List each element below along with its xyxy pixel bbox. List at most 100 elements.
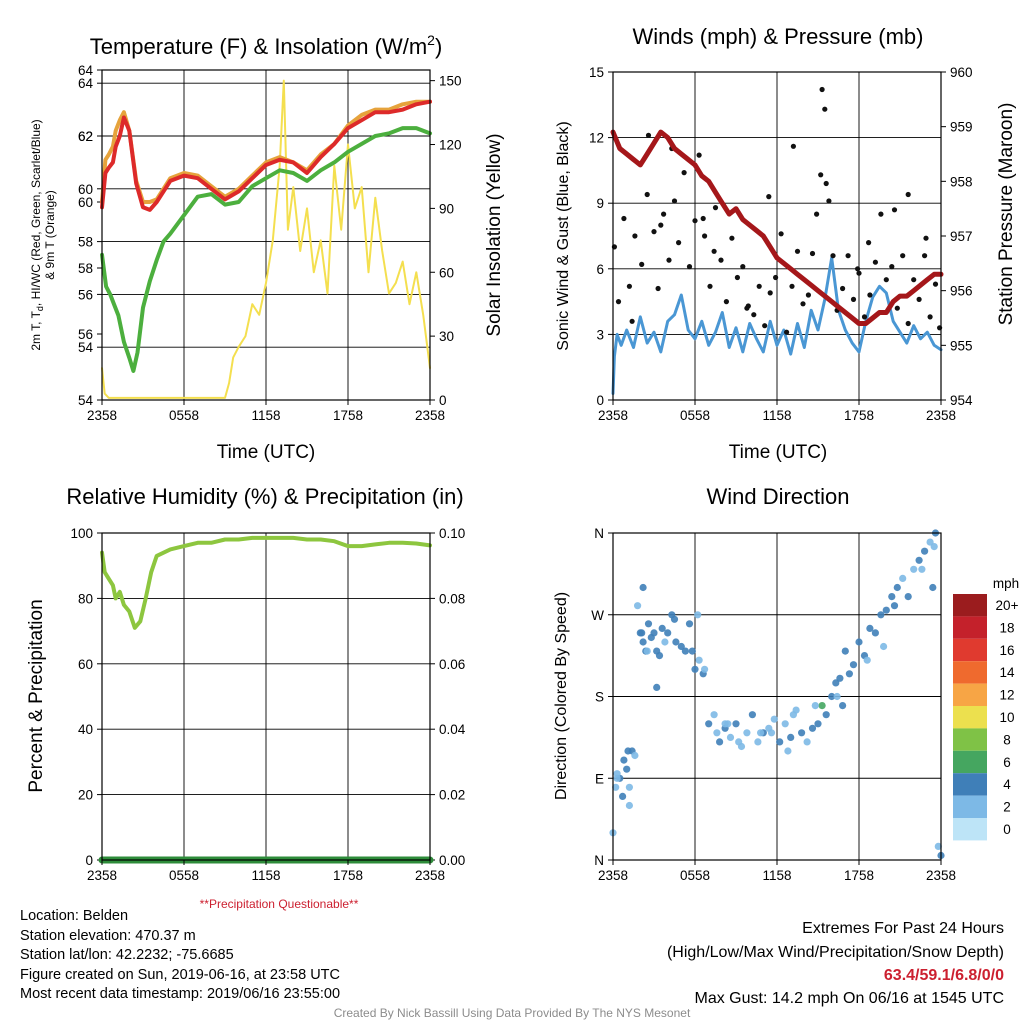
direction-point (688, 647, 696, 655)
direction-point (767, 729, 776, 737)
gust-point (711, 248, 717, 254)
direction-point (757, 729, 765, 737)
colorbar-label: 14 (999, 665, 1015, 680)
humidity-chart-xtick-label: 0558 (169, 868, 199, 883)
ylabel-line-1: 2m T, Td, HI/WC (Red, Green, Scarlet/Blu… (29, 119, 45, 350)
colorbar-swatch (953, 728, 987, 751)
direction-point (904, 593, 912, 601)
humidity-chart-ytick2-label: 0.08 (439, 591, 465, 606)
gust-point (696, 152, 702, 158)
gust-point (800, 301, 806, 307)
winds-chart-ytick2-label: 960 (950, 65, 973, 80)
direction-point (655, 652, 664, 660)
direction-point (643, 647, 651, 655)
gust-point (922, 253, 928, 259)
winds-chart-ytick2-label: 956 (950, 284, 973, 299)
direction-point (849, 661, 858, 669)
direction-chart-title: Wind Direction (706, 484, 849, 509)
gust-point (658, 222, 664, 228)
insolation-series-line (101, 79, 431, 399)
temperature-chart-ytick2-label: 0 (439, 393, 447, 408)
humidity-chart-ytick2-label: 0.02 (439, 788, 465, 803)
gust-point (666, 257, 672, 263)
gust-point (856, 270, 862, 276)
direction-point (623, 765, 631, 773)
gust-point (751, 312, 757, 318)
direction-point (845, 670, 854, 678)
temperature-chart-ytick-label: 60 (78, 195, 93, 210)
relative-humidity-line (100, 535, 432, 630)
direction-point (716, 738, 724, 746)
direction-chart-ytick-label: S (595, 690, 604, 705)
direction-point (650, 629, 658, 637)
direction-point (653, 683, 661, 692)
direction-point (677, 642, 685, 651)
colorbar-swatch (953, 638, 987, 662)
gust-point (756, 283, 762, 289)
gust-point (645, 132, 652, 138)
winds-chart-ytick2-label: 959 (950, 120, 973, 135)
gust-point (712, 205, 719, 211)
gust-point (819, 86, 825, 93)
gust-point (639, 261, 645, 267)
two-meter-temp-line (100, 99, 432, 212)
direction-point (625, 801, 634, 810)
gust-point (723, 299, 730, 305)
direction-point (710, 711, 718, 719)
nine-meter-temp-line (100, 99, 432, 204)
humidity-chart-xtick-label: 1758 (333, 868, 363, 883)
direction-point (639, 583, 647, 592)
colorbar-swatch (953, 795, 987, 818)
direction-point (828, 692, 836, 701)
direction-point (841, 647, 849, 655)
direction-point (735, 738, 743, 746)
gust-point (794, 248, 801, 254)
direction-point (658, 624, 666, 633)
direction-point (638, 629, 646, 637)
direction-point (625, 783, 634, 791)
humidity-chart-xtick-label: 2358 (87, 868, 117, 883)
winds-chart-ytick-label: 15 (589, 65, 604, 80)
direction-point (789, 711, 798, 719)
direction-point (798, 729, 806, 737)
temperature-chart-xlabel: Time (UTC) (217, 442, 316, 463)
colorbar-swatch (953, 616, 987, 639)
gust-point (923, 235, 929, 241)
colorbar-label: 16 (999, 643, 1014, 658)
direction-point (639, 638, 647, 646)
gust-point (872, 259, 879, 265)
gust-point (861, 314, 868, 320)
direction-point (890, 602, 899, 610)
temperature-chart-ylabel-right: Solar Insolation (Yellow) (484, 133, 505, 336)
gust-point (762, 323, 768, 329)
gust-point (629, 318, 635, 324)
humidity-chart-ytick2-label: 0.10 (439, 526, 465, 541)
ylabel-line-2: & 9m T (Orange) (43, 190, 57, 280)
winds-chart-ytick2-label: 954 (950, 393, 973, 408)
winds-chart-ylabel-left: Sonic Wind & Gust (Blue, Black) (555, 121, 572, 350)
gust-point (891, 207, 898, 213)
temperature-chart-ytick2-label: 60 (439, 265, 454, 280)
gust-point (809, 250, 816, 257)
gust-point (850, 296, 857, 302)
gust-point (822, 106, 828, 112)
extremes-legend: (High/Low/Max Wind/Precipitation/Snow De… (666, 944, 1004, 961)
gust-point (900, 253, 906, 259)
gust-point (734, 274, 741, 281)
station-location: Location: Belden (20, 908, 129, 924)
max-gust: Max Gust: 14.2 mph On 06/16 at 1545 UTC (694, 990, 1005, 1007)
extremes-values: 63.4/59.1/6.8/0/0 (883, 967, 1004, 984)
ylabel-subscript: d (35, 306, 45, 311)
direction-point (748, 711, 757, 719)
recent-timestamp: Most recent data timestamp: 2019/06/16 2… (20, 986, 341, 1003)
direction-point (871, 629, 880, 637)
gust-point (729, 235, 735, 241)
humidity-chart-ytick-label: 0 (85, 853, 93, 868)
direction-point (701, 665, 709, 673)
gust-point (911, 277, 917, 283)
direction-point (921, 547, 929, 555)
direction-point (681, 647, 690, 655)
gust-point (905, 191, 911, 198)
direction-point (743, 729, 751, 737)
title-close-paren: ) (435, 34, 442, 59)
